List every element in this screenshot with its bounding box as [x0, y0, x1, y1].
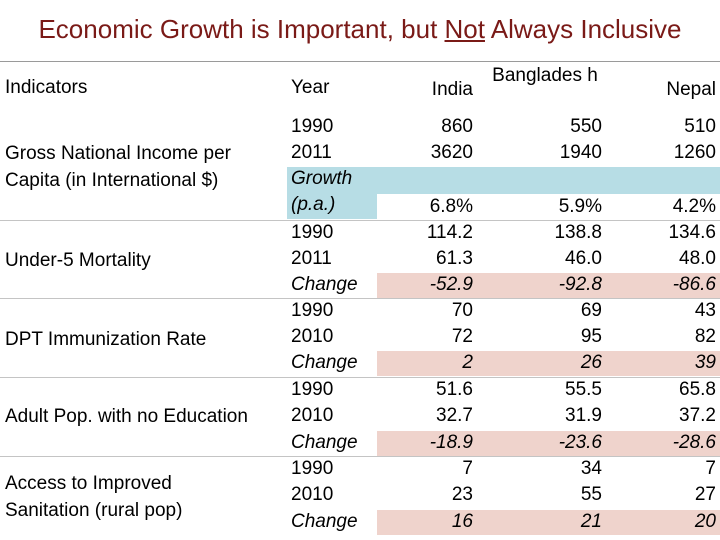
group-separator-line — [0, 377, 720, 378]
change-label: Change — [291, 511, 358, 532]
india-value: 3620 — [430, 142, 473, 163]
change-band — [377, 510, 720, 535]
nepal-value: 134.6 — [668, 222, 716, 243]
nepal-value: 7 — [705, 458, 716, 479]
year-cell: 1990 — [291, 300, 334, 321]
year-cell: 1990 — [291, 222, 334, 243]
nepal-value: 65.8 — [679, 379, 716, 400]
nepal-value: 43 — [694, 300, 716, 321]
india-value: 7 — [462, 458, 473, 479]
india-value: 114.2 — [426, 222, 473, 243]
indicator-label: DPT Immunization Rate — [5, 329, 207, 350]
nepal-value: 20 — [694, 511, 716, 532]
india-value: 61.3 — [436, 248, 473, 269]
nepal-value: 48.0 — [679, 248, 716, 269]
india-value: 860 — [441, 116, 473, 137]
change-label: Change — [291, 432, 358, 453]
nepal-value: 4.2% — [672, 196, 716, 217]
indicator-label: Sanitation (rural pop) — [5, 500, 183, 521]
nepal-value: 510 — [684, 116, 716, 137]
bangladesh-value: 95 — [580, 326, 602, 347]
bangladesh-value: 31.9 — [565, 405, 602, 426]
header-bangladesh: Banglades h — [492, 65, 598, 86]
table-top-rule — [0, 61, 720, 62]
change-band — [377, 431, 720, 456]
group-separator-line — [0, 220, 720, 221]
bangladesh-value: 69 — [580, 300, 602, 321]
india-value: 16 — [451, 511, 473, 532]
year-cell: 1990 — [291, 116, 334, 137]
indicator-label: Under-5 Mortality — [5, 250, 151, 271]
india-value: 72 — [451, 326, 473, 347]
bangladesh-value: 1940 — [559, 142, 602, 163]
bangladesh-value: 34 — [580, 458, 602, 479]
bangladesh-value: 55.5 — [565, 379, 602, 400]
change-label: Change — [291, 352, 358, 373]
header-indicators: Indicators — [5, 77, 88, 98]
bangladesh-value: 26 — [580, 352, 602, 373]
year-cell: 2010 — [291, 326, 334, 347]
india-value: -52.9 — [429, 274, 473, 295]
india-value: 23 — [451, 484, 473, 505]
bangladesh-value: -23.6 — [558, 432, 602, 453]
change-label: Change — [291, 274, 358, 295]
bangladesh-value: 550 — [570, 116, 602, 137]
header-year: Year — [291, 77, 330, 98]
nepal-value: 39 — [694, 352, 716, 373]
group-separator-line — [0, 298, 720, 299]
change-band — [377, 351, 720, 376]
india-value: -18.9 — [429, 432, 473, 453]
year-cell: 2011 — [291, 248, 332, 269]
title-text-end: Always Inclusive — [484, 14, 682, 44]
group-separator-line — [0, 456, 720, 457]
growth-band-values — [377, 167, 720, 194]
bangladesh-value: 5.9% — [558, 196, 602, 217]
indicator-label: Access to Improved — [5, 473, 172, 494]
title-underlined-word: Not — [444, 14, 485, 44]
india-value: 32.7 — [436, 405, 473, 426]
header-india: India — [431, 79, 473, 100]
india-value: 6.8% — [429, 196, 473, 217]
bangladesh-value: -92.8 — [558, 274, 602, 295]
bangladesh-value: 46.0 — [565, 248, 602, 269]
bangladesh-value: 55 — [580, 484, 602, 505]
slide-title: Economic Growth is Important, but Not Al… — [0, 14, 720, 45]
indicator-label: Gross National Income per — [5, 143, 231, 164]
year-cell: 1990 — [291, 379, 334, 400]
bangladesh-value: 138.8 — [554, 222, 602, 243]
year-cell: 1990 — [291, 458, 334, 479]
growth-band-year-cell — [287, 167, 377, 219]
year-cell: 2010 — [291, 484, 334, 505]
nepal-value: 37.2 — [679, 405, 716, 426]
growth-label: Growth (p.a.) — [291, 168, 353, 215]
indicator-label: Capita (in International $) — [5, 170, 219, 191]
nepal-value: 1260 — [673, 142, 716, 163]
nepal-value: -28.6 — [672, 432, 716, 453]
title-text-start: Economic Growth is Important, but — [38, 14, 445, 44]
change-band — [377, 273, 720, 298]
year-cell: 2010 — [291, 405, 334, 426]
bangladesh-value: 21 — [580, 511, 602, 532]
india-value: 70 — [451, 300, 473, 321]
indicator-label: Adult Pop. with no Education — [5, 406, 248, 427]
nepal-value: -86.6 — [672, 274, 716, 295]
year-cell: 2011 — [291, 142, 332, 163]
nepal-value: 27 — [694, 484, 716, 505]
india-value: 51.6 — [436, 379, 473, 400]
india-value: 2 — [462, 352, 473, 373]
nepal-value: 82 — [694, 326, 716, 347]
header-nepal: Nepal — [666, 79, 716, 100]
